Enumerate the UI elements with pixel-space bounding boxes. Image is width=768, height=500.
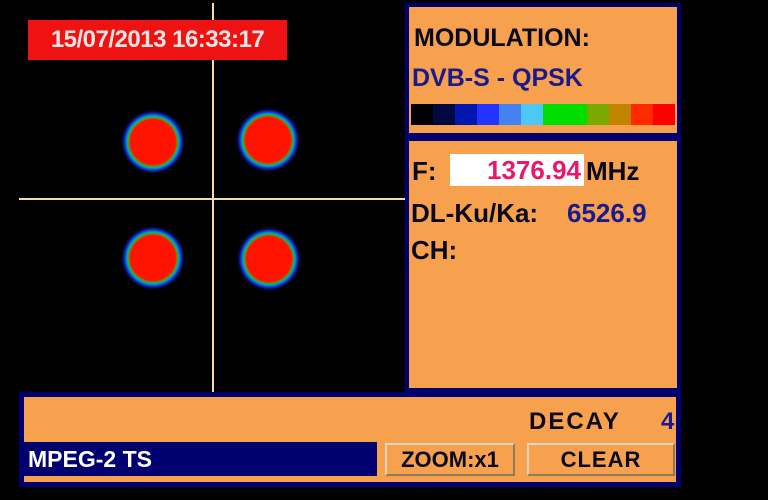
constellation-display: 15/07/2013 16:33:17 xyxy=(0,0,406,392)
zoom-button[interactable]: ZOOM:x1 xyxy=(385,443,515,476)
frequency-label: F: xyxy=(412,156,437,186)
color-scale-segment xyxy=(499,104,521,125)
color-scale xyxy=(411,104,675,125)
constellation-q-axis xyxy=(212,3,214,392)
downlink-label: DL-Ku/Ka: xyxy=(411,198,539,228)
decay-value: 4 xyxy=(661,408,675,435)
constellation-point xyxy=(235,107,301,173)
color-scale-segment xyxy=(653,104,675,125)
modulation-panel: MODULATION: DVB-S - QPSK xyxy=(405,3,681,137)
frequency-value: 1376.94 xyxy=(487,155,581,185)
color-scale-segment xyxy=(477,104,499,125)
downlink-value: 6526.9 xyxy=(567,198,647,228)
color-scale-segment xyxy=(521,104,543,125)
color-scale-segment xyxy=(455,104,477,125)
modulation-value: DVB-S - QPSK xyxy=(412,64,583,92)
bottom-bar: DECAY 4 MPEG-2 TS ZOOM:x1 CLEAR xyxy=(19,392,681,487)
constellation-point xyxy=(120,225,186,291)
color-scale-segment xyxy=(609,104,631,125)
constellation-point xyxy=(236,226,302,292)
color-scale-segment xyxy=(587,104,609,125)
decay-label: DECAY xyxy=(529,408,621,435)
timestamp-badge: 15/07/2013 16:33:17 xyxy=(28,20,287,60)
clear-button[interactable]: CLEAR xyxy=(527,443,675,476)
stream-status-badge: MPEG-2 TS xyxy=(19,442,377,476)
color-scale-segment xyxy=(433,104,455,125)
color-scale-segment xyxy=(631,104,653,125)
channel-label: CH: xyxy=(411,235,458,265)
modulation-label: MODULATION: xyxy=(414,24,590,52)
frequency-field[interactable]: 1376.94 xyxy=(450,154,584,186)
color-scale-segment xyxy=(411,104,433,125)
color-scale-segment xyxy=(565,104,587,125)
frequency-unit: MHz xyxy=(586,156,640,186)
signal-panel: F: 1376.94 MHz DL-Ku/Ka: 6526.9 CH: xyxy=(405,137,681,392)
constellation-i-axis xyxy=(19,198,406,200)
constellation-point xyxy=(120,109,186,175)
color-scale-segment xyxy=(543,104,565,125)
